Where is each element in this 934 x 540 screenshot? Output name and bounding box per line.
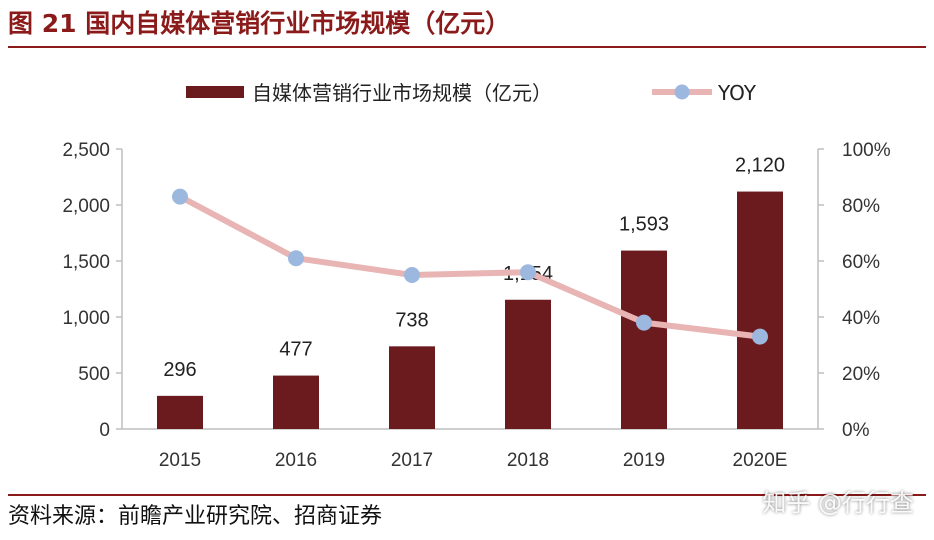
figure-title: 图 21 国内自媒体营销行业市场规模（亿元） — [8, 9, 511, 38]
x-axis-tick-label: 2018 — [507, 450, 549, 471]
legend-bar-swatch — [186, 86, 244, 98]
right-axis-tick-label: 80% — [842, 196, 880, 217]
legend: 自媒体营销行业市场规模（亿元） YOY — [186, 81, 757, 105]
bar-data-label: 738 — [395, 309, 428, 331]
right-axis-tick-label: 0% — [842, 420, 870, 441]
x-axis-tick-label: 2016 — [275, 450, 317, 471]
yoy-point — [404, 267, 420, 283]
x-axis-tick-label: 2020E — [733, 450, 788, 471]
bars — [157, 191, 783, 429]
left-axis-tick-label: 2,500 — [62, 140, 110, 161]
source-divider — [8, 494, 926, 496]
bar — [389, 346, 435, 429]
bar-data-label: 2,120 — [735, 155, 785, 177]
yoy-line-series — [172, 188, 768, 345]
x-axis-tick-label: 2015 — [159, 450, 201, 471]
bar — [273, 375, 319, 429]
x-axis-tick-label: 2017 — [391, 450, 433, 471]
legend-line-label: YOY — [717, 81, 757, 105]
title-divider — [8, 46, 926, 48]
source-note: 资料来源：前瞻产业研究院、招商证券 — [8, 504, 383, 529]
bar — [505, 299, 551, 429]
yoy-point — [288, 250, 304, 267]
yoy-point — [520, 264, 536, 281]
left-axis-tick-label: 2,000 — [62, 196, 110, 217]
bar — [621, 250, 667, 429]
right-axis-tick-label: 100% — [842, 140, 891, 161]
left-axis-tick-label: 1,000 — [62, 308, 110, 329]
left-axis-tick-label: 500 — [78, 364, 110, 385]
chart-svg: 自媒体营销行业市场规模（亿元） YOY 0 500 1,000 1,500 2,000 2… — [62, 81, 890, 471]
yoy-line — [177, 193, 763, 340]
legend-bar-label: 自媒体营销行业市场规模（亿元） — [252, 81, 552, 105]
right-axis-tick-label: 40% — [842, 308, 880, 329]
bar-data-label: 296 — [163, 359, 196, 381]
watermark: 知乎 @行行查 — [762, 489, 914, 517]
yoy-point — [752, 328, 768, 345]
axes: 0 500 1,000 1,500 2,000 2,500 0% 20% 40% 60% 80% 10… — [62, 140, 890, 471]
legend-line-marker — [674, 84, 690, 100]
left-axis-tick-label: 1,500 — [62, 252, 110, 273]
yoy-point — [636, 314, 652, 331]
yoy-point — [172, 188, 188, 205]
bar-data-label: 1,593 — [619, 214, 669, 236]
bar — [737, 191, 783, 429]
right-axis-tick-label: 20% — [842, 364, 880, 385]
x-axis-tick-label: 2019 — [623, 450, 665, 471]
right-axis-tick-label: 60% — [842, 252, 880, 273]
bar — [157, 395, 203, 429]
left-axis-tick-label: 0 — [99, 420, 110, 441]
bar-data-label: 477 — [279, 339, 312, 361]
